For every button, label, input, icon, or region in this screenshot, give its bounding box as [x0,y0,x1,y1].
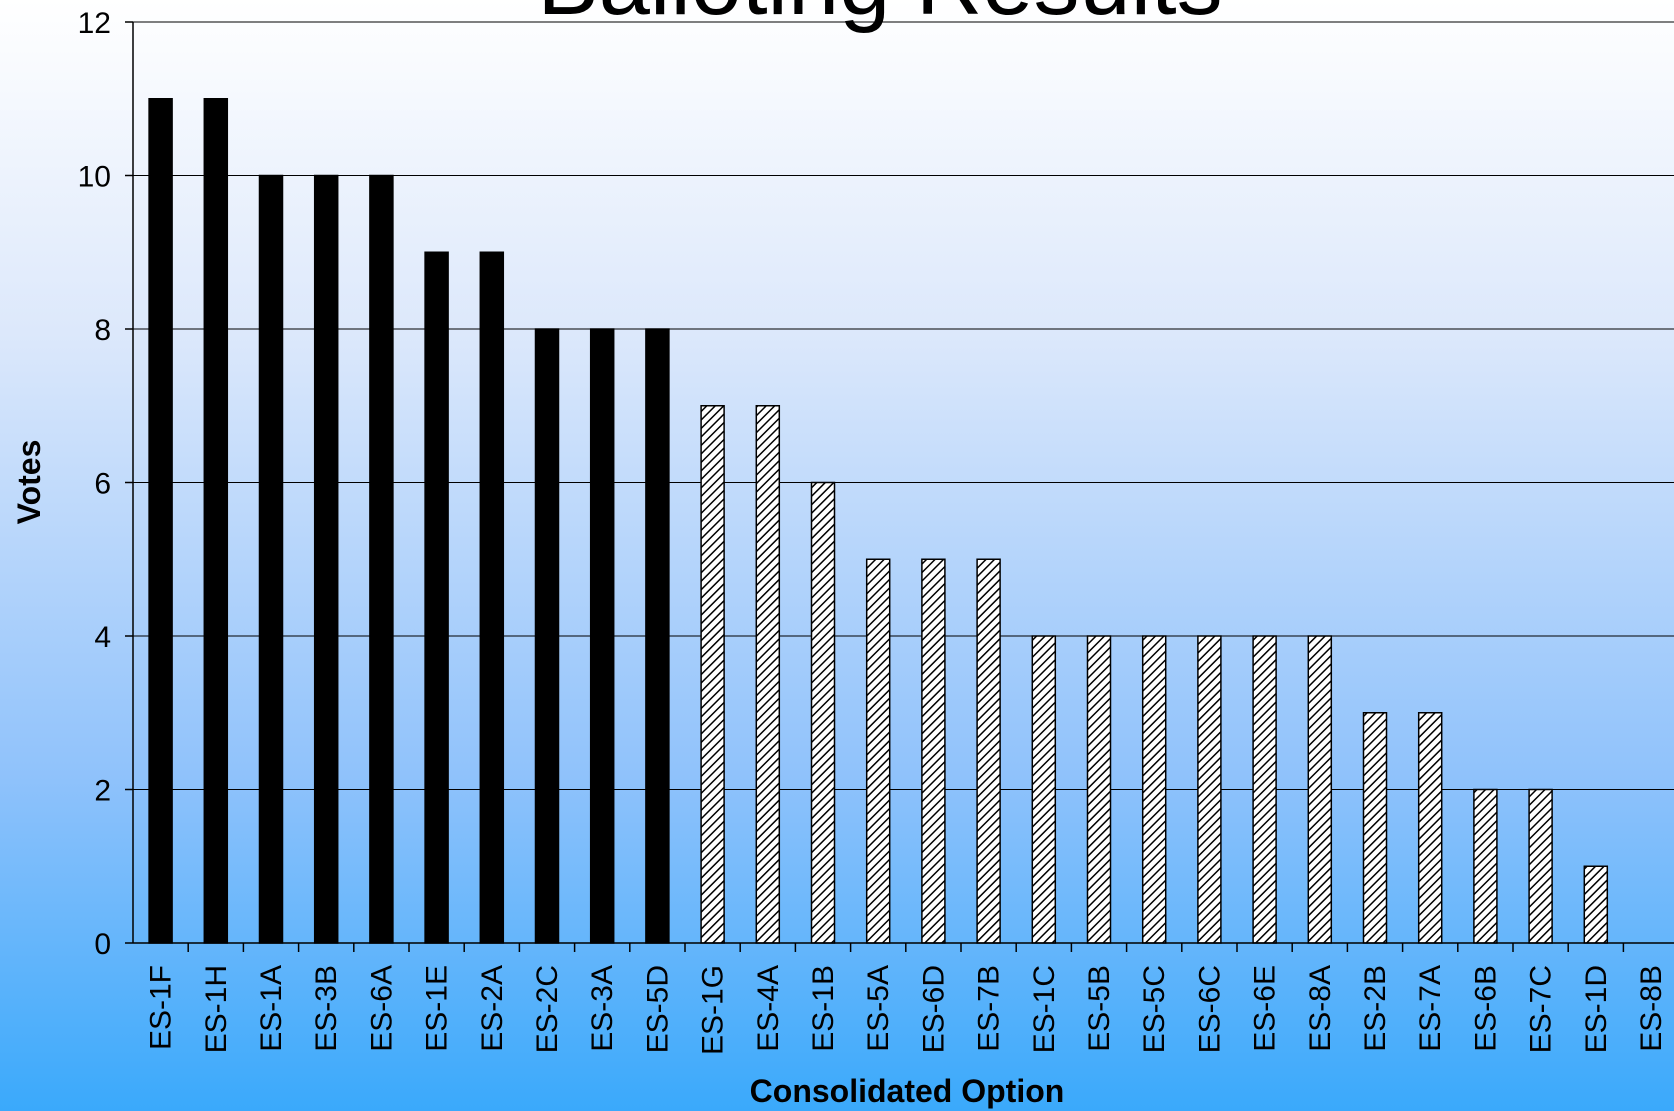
bar-es-6d [921,558,946,944]
x-tick-label: ES-6A [365,965,398,1052]
bar-es-1c [1031,635,1057,944]
x-tick-label: ES-6B [1469,965,1502,1052]
gridlines [133,21,1674,790]
bar-es-5c [1141,635,1167,944]
x-tick-label: ES-1D [1580,965,1613,1053]
x-tick-labels: ES-1F ES-1H ES-1A ES-3B ES-6A ES-1E ES-2A ES-2C… [145,965,1668,1055]
x-tick-label: ES-8A [1304,965,1337,1052]
bar-es-1f [148,98,173,944]
bar-es-6e [1252,635,1277,944]
bar-es-7b [976,558,1001,944]
x-tick-label: ES-1H [200,965,233,1053]
x-tick-label: ES-5A [862,965,895,1052]
bar-es-1b [810,481,836,944]
y-tick-label: 2 [94,775,111,808]
x-tick-label: ES-1C [1028,965,1061,1053]
x-tick-label: ES-6E [1249,965,1282,1052]
bar-es-8a [1307,635,1333,944]
x-tick-label: ES-5C [1138,965,1171,1053]
x-tick-label: ES-1F [145,965,178,1050]
bar-es-1a [258,174,284,944]
y-tick-label: 10 [78,161,111,194]
bar-es-6c [1197,635,1222,944]
x-tick-label: ES-1G [697,965,730,1055]
chart-title: Balloting Results [537,0,1222,34]
y-tick-label: 0 [94,928,111,961]
bar-es-1e [424,251,449,944]
bar-es-1h [203,98,229,944]
x-tick-label: ES-1B [807,965,840,1052]
bar-es-7c [1528,788,1553,944]
bar-es-7a [1417,712,1443,944]
bar-es-5b [1086,635,1112,944]
y-tick-label: 4 [94,621,111,654]
y-axis-label: Votes [11,440,47,525]
bar-es-3a [589,328,615,944]
x-tick-label: ES-2A [476,965,509,1052]
bar-es-1d [1583,865,1609,944]
bars [148,98,1609,944]
x-tick-label: ES-1A [255,965,288,1052]
bar-es-5d [645,328,670,944]
x-tick-label: ES-2C [531,965,564,1053]
x-tick-label: ES-6D [917,965,950,1053]
bar-es-6b [1473,788,1498,944]
y-tick-labels: 0 2 4 6 8 10 12 [78,7,111,961]
y-tick-label: 8 [94,314,111,347]
x-tick-label: ES-5B [1083,965,1116,1052]
axes [125,21,1674,952]
bar-es-6a [369,174,394,944]
bar-es-2b [1362,712,1388,944]
x-tick-label: ES-6C [1193,965,1226,1053]
bar-es-3b [313,174,339,944]
bar-es-2a [479,251,505,944]
bar-es-2c [534,328,560,944]
bar-es-4a [755,405,781,944]
x-tick-label: ES-3A [586,965,619,1052]
y-tick-label: 6 [94,468,111,501]
x-tick-label: ES-1E [421,965,454,1052]
x-tick-label: ES-7B [973,965,1006,1052]
x-tick-label: ES-4A [752,965,785,1052]
x-tick-label: ES-7A [1414,965,1447,1052]
y-tick-label: 12 [78,7,111,40]
x-tick-label: ES-8B [1635,965,1668,1052]
x-tick-label: ES-3B [310,965,343,1052]
bar-es-1g [700,405,725,944]
bar-es-5a [865,558,891,944]
x-tick-label: ES-7C [1525,965,1558,1053]
x-tick-label: ES-5D [641,965,674,1053]
x-axis-label: Consolidated Option [750,1073,1065,1109]
x-tick-label: ES-2B [1359,965,1392,1052]
